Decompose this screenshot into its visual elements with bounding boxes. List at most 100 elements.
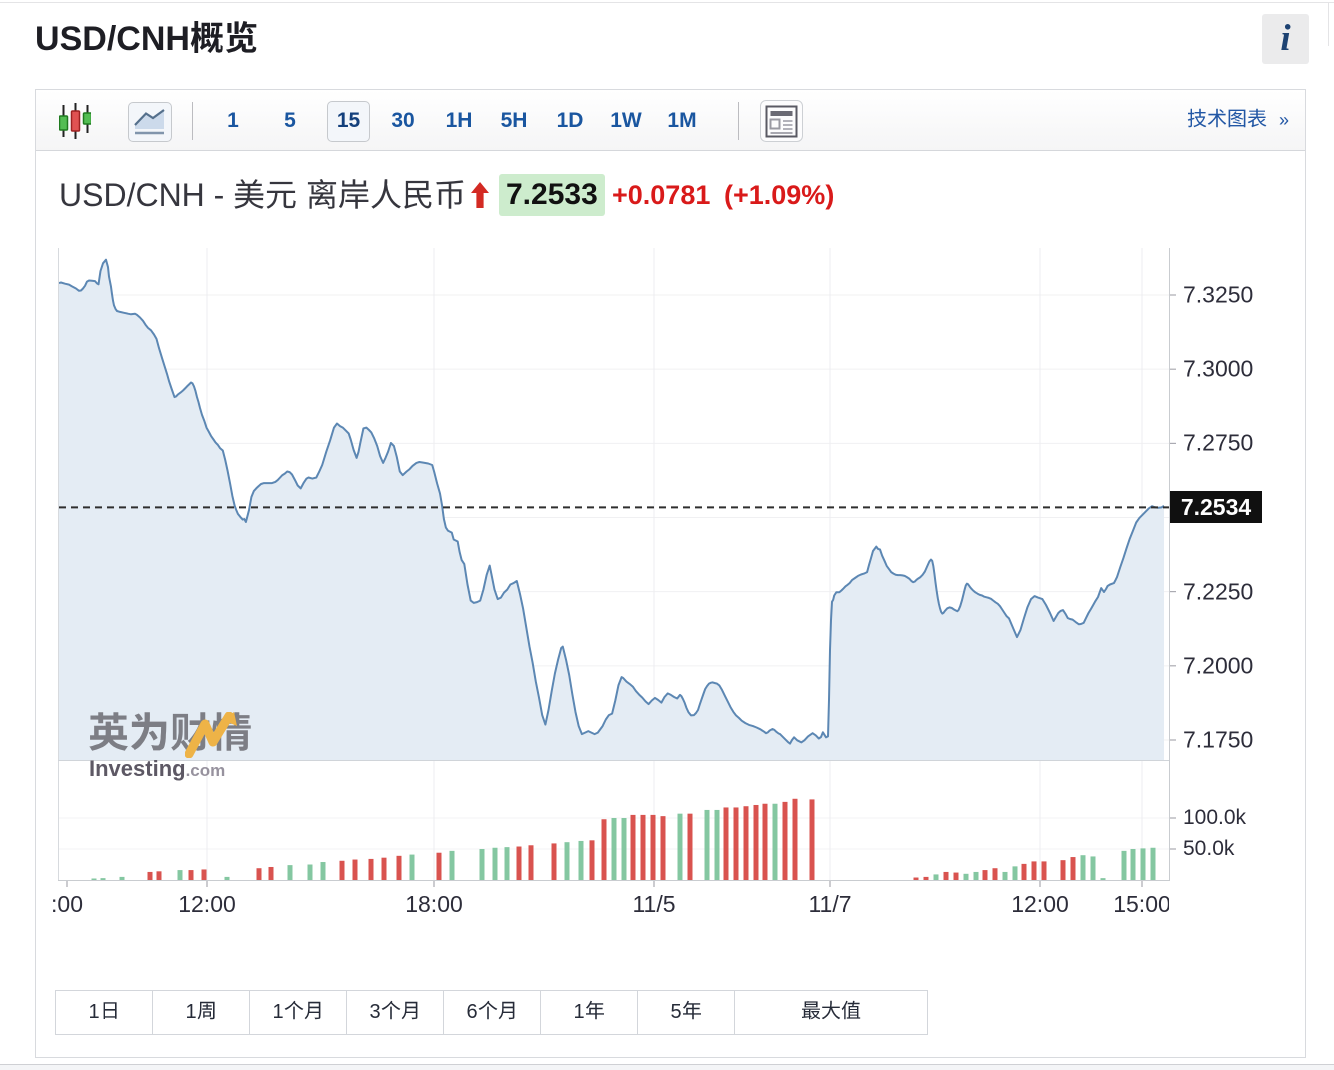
icon-shape	[381, 1001, 400, 1020]
volume-bar	[147, 871, 153, 880]
watermark-brand-tld: .com	[185, 761, 226, 780]
news-panel-icon[interactable]	[760, 100, 803, 142]
interval-button-5H[interactable]: 5H	[500, 109, 528, 132]
cjk-glyph	[197, 1002, 215, 1020]
volume-bar	[201, 869, 207, 880]
icon-shape	[769, 118, 781, 130]
cjk-glyph	[401, 1002, 417, 1020]
range-button-5[interactable]: 6	[443, 990, 541, 1035]
cjk-glyph	[371, 179, 402, 209]
volume-bar	[913, 877, 919, 880]
volume-axis-label: 100.0k	[1183, 806, 1247, 829]
cjk-glyph	[211, 712, 251, 751]
cjk-glyph	[225, 21, 257, 54]
volume-bar	[650, 814, 656, 880]
volume-bar	[772, 803, 778, 880]
interval-button-15[interactable]: 15	[336, 109, 361, 132]
volume-bar	[714, 809, 720, 880]
icon-shape	[304, 1002, 320, 1020]
volume-bar	[943, 871, 949, 880]
range-button-1[interactable]: 1	[55, 990, 153, 1035]
interval-button-1W[interactable]: 1W	[610, 109, 642, 132]
volume-bar	[307, 864, 313, 880]
volume-bar	[1121, 850, 1127, 880]
icon-shape	[225, 21, 257, 54]
cjk-glyph	[1207, 109, 1227, 128]
line-chart-icon[interactable]	[128, 102, 172, 142]
icon-shape	[89, 712, 129, 751]
icon-shape	[308, 178, 337, 209]
volume-bar	[1021, 863, 1027, 880]
last-price-value: 7.2533	[499, 174, 605, 216]
icon-shape	[131, 712, 167, 751]
interval-button-5[interactable]: 5	[284, 109, 296, 132]
icon-shape	[284, 1001, 303, 1020]
cjk-glyph	[802, 1001, 821, 1020]
cjk-glyph	[1187, 109, 1207, 128]
price-area-fill	[59, 259, 1164, 761]
range-button-2[interactable]: 1	[152, 990, 250, 1035]
info-icon[interactable]: i	[1262, 14, 1309, 64]
range-button-6[interactable]: 1	[540, 990, 638, 1035]
volume-bar	[504, 847, 510, 880]
top-hairline	[0, 2, 1334, 3]
icon-shape	[197, 1002, 215, 1020]
interval-button-1M[interactable]: 1M	[667, 109, 697, 132]
interval-button-1[interactable]: 1	[227, 109, 239, 132]
bottom-divider	[0, 1064, 1334, 1065]
range-button-3[interactable]: 1	[249, 990, 347, 1035]
volume-bar	[436, 852, 442, 880]
volume-bar	[551, 843, 557, 880]
volume-bar	[100, 878, 106, 880]
icon-shape	[190, 21, 223, 54]
icon-shape	[58, 103, 93, 139]
watermark-logo-icon	[185, 712, 237, 758]
interval-button-1D[interactable]: 1D	[556, 109, 584, 132]
cjk-glyph	[308, 178, 337, 209]
chevron-right-icon: »	[1278, 110, 1289, 130]
selected-interval-chip	[327, 101, 370, 142]
volume-bar	[1150, 847, 1156, 880]
icon-shape	[234, 179, 264, 209]
range-button-7[interactable]: 5	[637, 990, 735, 1035]
price-volume-chart-canvas[interactable]	[0, 0, 1334, 940]
range-button-8[interactable]	[734, 990, 928, 1035]
volume-bar	[753, 804, 759, 880]
volume-bar	[621, 818, 627, 880]
volume-axis-label: 50.0k	[1183, 837, 1235, 860]
time-axis: :00 12:00 18:00 11/5 11/7 12:00 15:00	[36, 890, 1169, 918]
volume-bar	[762, 803, 768, 880]
interval-button-1H[interactable]: 1H	[445, 109, 473, 132]
icon-shape	[585, 1001, 604, 1020]
cjk-glyph	[339, 179, 369, 209]
volume-bar	[1060, 860, 1066, 880]
price-up-arrow-icon	[471, 182, 489, 208]
volume-bar	[982, 870, 988, 880]
icon-shape	[1207, 109, 1227, 128]
range-button-4[interactable]: 3	[346, 990, 444, 1035]
watermark: Investing.com	[88, 710, 252, 781]
volume-bar	[601, 819, 607, 880]
cjk-glyph	[436, 180, 464, 209]
volume-bar	[449, 850, 455, 880]
cjk-glyph	[682, 1001, 701, 1020]
cjk-glyph	[478, 1001, 497, 1020]
watermark-brand-en: Investing.com	[89, 756, 225, 782]
volume-bar	[963, 873, 969, 880]
volume-bar	[933, 874, 939, 880]
interval-button-30[interactable]: 30	[391, 109, 415, 132]
volume-bar	[268, 866, 274, 880]
last-price-tag: 7.2534	[1170, 491, 1262, 524]
icon-shape	[765, 105, 798, 138]
price-change: +0.0781	[612, 180, 711, 210]
time-axis-label: 12:00	[178, 891, 236, 917]
candlestick-chart-icon[interactable]	[58, 102, 93, 140]
icon-shape	[401, 1002, 417, 1020]
volume-bar	[381, 857, 387, 880]
price-line	[58, 258, 1165, 745]
chart-toolbar: 1 5 15 30 1H 5H 1D 1W 1M »	[36, 90, 1305, 151]
price-axis-label: 7.3000	[1183, 355, 1254, 382]
watermark-brand-en-text: Investing	[89, 756, 186, 781]
technical-chart-link[interactable]: »	[1187, 90, 1289, 151]
volume-bar	[1070, 857, 1076, 880]
